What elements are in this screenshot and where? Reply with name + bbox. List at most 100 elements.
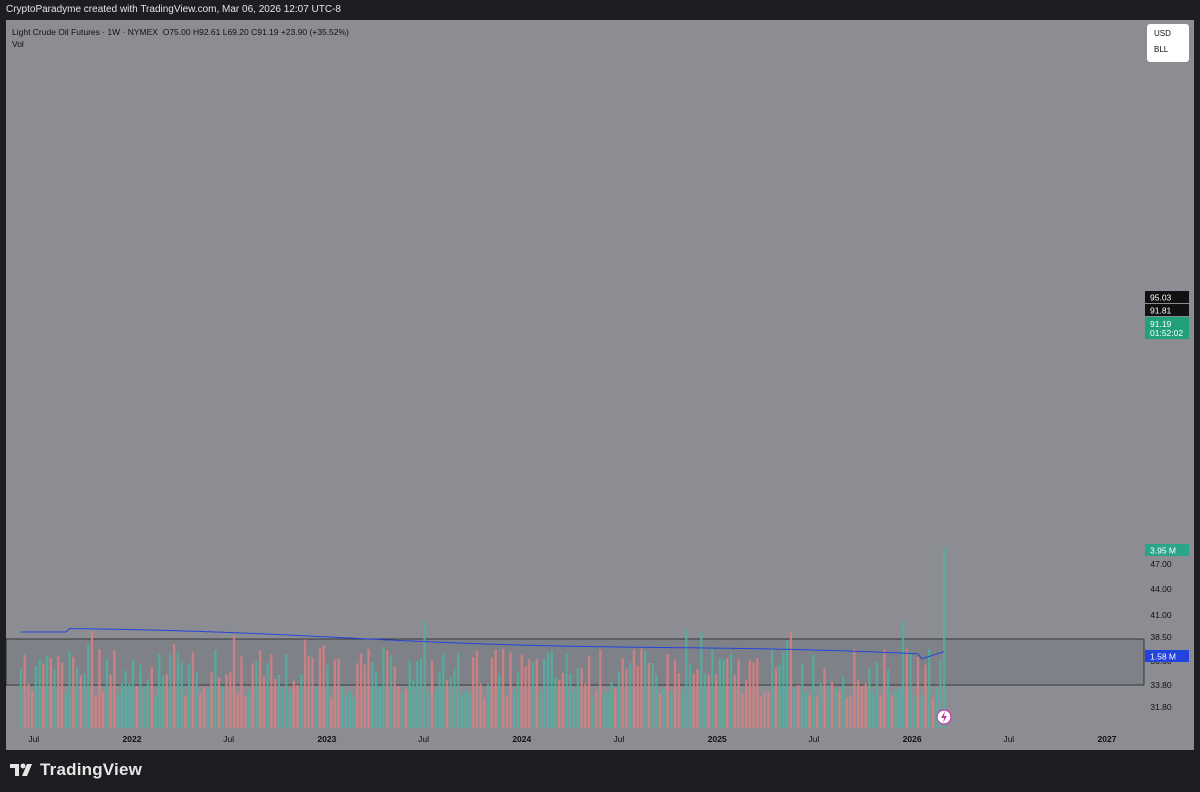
volume-bar: [83, 673, 86, 728]
time-tick-label: 2026: [903, 734, 922, 744]
chart-frame[interactable]: [6, 20, 1194, 750]
volume-bar: [580, 668, 583, 728]
volume-bar: [516, 672, 520, 728]
volume-bar: [34, 665, 38, 728]
time-tick-label: Jul: [418, 734, 429, 744]
volume-bar: [647, 662, 651, 728]
volume-bar: [105, 658, 109, 728]
volume-bar: [27, 683, 30, 728]
volume-bar: [714, 674, 718, 728]
volume-bar: [270, 654, 273, 728]
price-tick-label: 31.80: [1150, 702, 1172, 712]
volume-bar: [815, 696, 819, 728]
volume-bar: [782, 651, 785, 728]
volume-bar: [236, 693, 239, 728]
volume-bar: [524, 666, 527, 728]
volume-bar: [57, 656, 60, 728]
volume-bar: [595, 690, 598, 728]
volume-bar: [539, 691, 542, 728]
symbol-title: Light Crude Oil Futures · 1W · NYMEX: [12, 27, 158, 37]
volume-bar: [640, 648, 643, 728]
currency-unit-selector[interactable]: USD BLL: [1147, 24, 1189, 62]
volume-bar: [729, 653, 733, 728]
volume-bar: [251, 663, 254, 728]
volume-bar: [116, 693, 120, 728]
volume-bar: [277, 675, 280, 728]
volume-bar: [688, 664, 692, 728]
volume-bar: [509, 652, 512, 728]
volume-bar: [124, 670, 127, 728]
volume-bar: [752, 662, 755, 728]
volume-bar: [184, 695, 187, 728]
volume-bar: [871, 692, 875, 728]
volume-bar: [629, 662, 632, 728]
volume-bar: [210, 672, 213, 728]
volume-ma-tag: 1.58 M: [1145, 650, 1189, 662]
volume-bar: [449, 677, 452, 728]
volume-bar: [288, 691, 292, 728]
volume-bar: [726, 658, 729, 728]
volume-bar: [199, 692, 202, 728]
volume-bar: [569, 673, 572, 728]
volume-bar: [415, 660, 419, 728]
volume-bar: [797, 685, 800, 728]
brand-name: TradingView: [40, 760, 143, 779]
volume-bar: [442, 653, 445, 728]
volume-bar: [315, 686, 318, 728]
volume-bar: [535, 659, 538, 728]
volume-bar: [68, 651, 71, 728]
volume-bar: [266, 662, 269, 728]
volume-bar: [939, 659, 942, 728]
volume-last-tag: 3.95 M: [1145, 544, 1189, 556]
volume-bar: [655, 674, 658, 728]
volume-bar: [135, 685, 138, 728]
volume-bar: [584, 684, 587, 728]
volume-bar: [240, 656, 243, 728]
volume-bar: [367, 649, 370, 728]
volume-ma-line: [20, 628, 945, 660]
tradingview-logo-icon: [10, 763, 32, 776]
volume-bar: [494, 649, 497, 728]
volume-bar: [546, 652, 550, 728]
volume-bar: [423, 622, 426, 728]
volume-bar: [464, 690, 467, 728]
volume-bar: [128, 684, 131, 728]
volume-bar: [389, 655, 393, 728]
event-marker-icon: [936, 709, 952, 725]
volume-bar: [262, 676, 266, 728]
time-tick-label: 2024: [512, 734, 531, 744]
volume-bar: [363, 664, 366, 728]
volume-bar: [625, 668, 628, 728]
volume-bar: [273, 678, 277, 728]
volume-bar: [311, 657, 314, 728]
volume-bar: [894, 690, 897, 728]
volume-bar: [741, 693, 744, 728]
volume-bar: [771, 648, 774, 728]
volume-bar: [53, 669, 56, 728]
volume-bar: [191, 652, 195, 728]
volume-bar: [666, 653, 669, 728]
volume-bar: [434, 690, 437, 728]
time-tick-label: Jul: [1003, 734, 1014, 744]
level-91-tag: 91.81: [1145, 304, 1189, 316]
volume-bar: [786, 640, 789, 728]
volume-bar: [161, 675, 165, 728]
volume-bar: [23, 654, 26, 728]
volume-bar: [905, 648, 908, 728]
volume-bar: [617, 671, 621, 728]
volume-bar: [685, 628, 688, 728]
volume-bar: [45, 655, 49, 728]
time-tick-label: 2025: [708, 734, 727, 744]
volume-bar: [759, 696, 763, 728]
volume-bar: [285, 653, 288, 728]
volume-bar: [322, 645, 325, 728]
level-91-tag-box: [1145, 304, 1189, 316]
volume-bar: [427, 693, 430, 728]
credit-bar: CryptoParadyme created with TradingView.…: [0, 0, 1200, 20]
time-tick-label: Jul: [28, 734, 39, 744]
volume-bar: [920, 694, 923, 728]
volume-bar: [707, 674, 710, 728]
time-tick-label: 2022: [123, 734, 142, 744]
volume-bar: [543, 658, 546, 728]
